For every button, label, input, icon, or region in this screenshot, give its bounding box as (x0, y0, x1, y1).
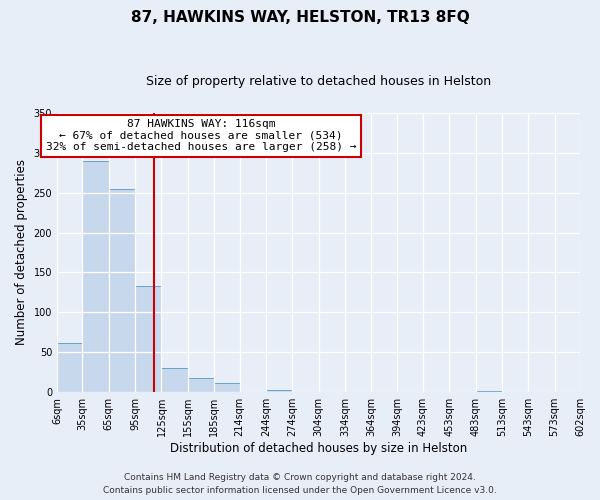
Bar (109, 188, 135, 392)
Text: Contains HM Land Registry data © Crown copyright and database right 2024.
Contai: Contains HM Land Registry data © Crown c… (103, 474, 497, 495)
Text: 87 HAWKINS WAY: 116sqm
← 67% of detached houses are smaller (534)
32% of semi-de: 87 HAWKINS WAY: 116sqm ← 67% of detached… (46, 119, 356, 152)
Bar (266, 390, 292, 392)
Text: 87, HAWKINS WAY, HELSTON, TR13 8FQ: 87, HAWKINS WAY, HELSTON, TR13 8FQ (131, 10, 469, 25)
Bar (57, 342, 82, 392)
X-axis label: Distribution of detached houses by size in Helston: Distribution of detached houses by size … (170, 442, 467, 455)
Bar (214, 384, 239, 392)
Bar (135, 286, 161, 392)
Bar (161, 368, 188, 392)
Bar (476, 390, 502, 392)
Title: Size of property relative to detached houses in Helston: Size of property relative to detached ho… (146, 75, 491, 88)
Y-axis label: Number of detached properties: Number of detached properties (15, 160, 28, 346)
Bar (82, 160, 109, 392)
Bar (188, 378, 214, 392)
